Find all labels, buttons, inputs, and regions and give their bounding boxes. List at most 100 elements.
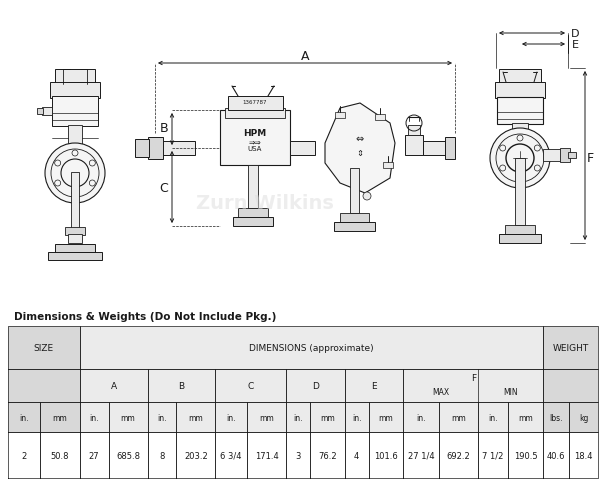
Text: Zurn Wilkins: Zurn Wilkins (196, 194, 334, 213)
Bar (37, 109, 43, 115)
Bar (515, 159, 525, 225)
Text: 50.8: 50.8 (50, 451, 69, 460)
Bar (55, 244, 95, 252)
Text: 6 3/4: 6 3/4 (220, 451, 242, 460)
Text: lbs.: lbs. (550, 413, 563, 422)
Bar (340, 214, 369, 223)
Text: SIZE: SIZE (34, 343, 54, 352)
Bar (55, 70, 95, 84)
Text: ⇒⇒: ⇒⇒ (248, 137, 262, 146)
Bar (497, 98, 543, 125)
Bar (344, 402, 369, 432)
Text: in.: in. (19, 413, 29, 422)
Bar (568, 153, 576, 159)
Bar (176, 402, 215, 432)
Text: mm: mm (259, 413, 274, 422)
Text: mm: mm (320, 413, 335, 422)
Bar (383, 163, 393, 169)
Bar (499, 235, 541, 244)
Bar (233, 218, 273, 226)
Text: in.: in. (488, 413, 497, 422)
Bar (445, 138, 455, 160)
Text: C: C (248, 381, 254, 390)
Text: A: A (110, 381, 117, 390)
Text: A: A (301, 50, 309, 63)
Text: E: E (571, 40, 578, 50)
Text: 27 1/4: 27 1/4 (408, 451, 434, 460)
Text: 4: 4 (354, 451, 359, 460)
Bar (408, 126, 420, 136)
Bar (8, 402, 40, 432)
Bar (544, 369, 598, 402)
Text: mm: mm (121, 413, 136, 422)
Bar (42, 108, 52, 116)
Text: mm: mm (52, 413, 67, 422)
Text: in.: in. (226, 413, 236, 422)
Text: mm: mm (188, 413, 203, 422)
Text: mm: mm (518, 413, 533, 422)
Bar (335, 113, 345, 119)
Bar (569, 402, 598, 432)
Text: F: F (471, 374, 476, 383)
Bar (512, 124, 528, 149)
Bar (220, 111, 290, 165)
Text: 692.2: 692.2 (446, 451, 470, 460)
Bar (286, 402, 310, 432)
Text: 101.6: 101.6 (374, 451, 398, 460)
Bar (40, 402, 80, 432)
Text: WEIGHT: WEIGHT (553, 343, 589, 352)
Bar (286, 369, 344, 402)
Text: 7 1/2: 7 1/2 (482, 451, 503, 460)
Polygon shape (325, 104, 395, 194)
Text: F: F (586, 152, 593, 165)
Bar (499, 70, 541, 84)
Text: in.: in. (352, 413, 361, 422)
Bar (148, 138, 163, 160)
Bar (65, 227, 85, 236)
Text: 18.4: 18.4 (574, 451, 593, 460)
Bar (403, 402, 439, 432)
Text: 171.4: 171.4 (254, 451, 278, 460)
Bar (48, 252, 102, 261)
Text: 685.8: 685.8 (116, 451, 140, 460)
Text: DIMENSIONS (approximate): DIMENSIONS (approximate) (250, 343, 374, 352)
Bar (375, 115, 385, 121)
Text: HPM: HPM (244, 129, 266, 138)
Bar (334, 223, 375, 231)
Bar (495, 83, 545, 99)
Text: B: B (178, 381, 185, 390)
Bar (439, 402, 478, 432)
Text: 40.6: 40.6 (547, 451, 566, 460)
Text: kg: kg (579, 413, 589, 422)
Text: mm: mm (451, 413, 466, 422)
Bar (228, 97, 283, 111)
Bar (155, 142, 195, 156)
Text: 203.2: 203.2 (184, 451, 208, 460)
Bar (544, 402, 569, 432)
Text: 27: 27 (89, 451, 100, 460)
Bar (248, 165, 258, 208)
Text: C: C (160, 182, 169, 195)
Bar (215, 402, 247, 432)
Text: in.: in. (416, 413, 426, 422)
Bar (310, 402, 344, 432)
Bar (290, 142, 315, 156)
Bar (247, 402, 286, 432)
Text: Dimensions & Weights (Do Not Include Pkg.): Dimensions & Weights (Do Not Include Pkg… (14, 311, 277, 321)
Text: D: D (312, 381, 319, 390)
Text: 3: 3 (295, 451, 301, 460)
Text: mm: mm (379, 413, 394, 422)
Bar (423, 142, 448, 156)
Bar (215, 369, 286, 402)
Text: MIN: MIN (503, 387, 518, 397)
Text: in.: in. (293, 413, 303, 422)
Bar (80, 326, 544, 369)
Bar (405, 136, 423, 156)
Text: ⇕: ⇕ (356, 149, 364, 158)
Bar (80, 402, 109, 432)
Text: 76.2: 76.2 (318, 451, 337, 460)
Bar (148, 369, 215, 402)
Bar (80, 369, 148, 402)
Bar (369, 402, 403, 432)
Circle shape (363, 193, 371, 201)
